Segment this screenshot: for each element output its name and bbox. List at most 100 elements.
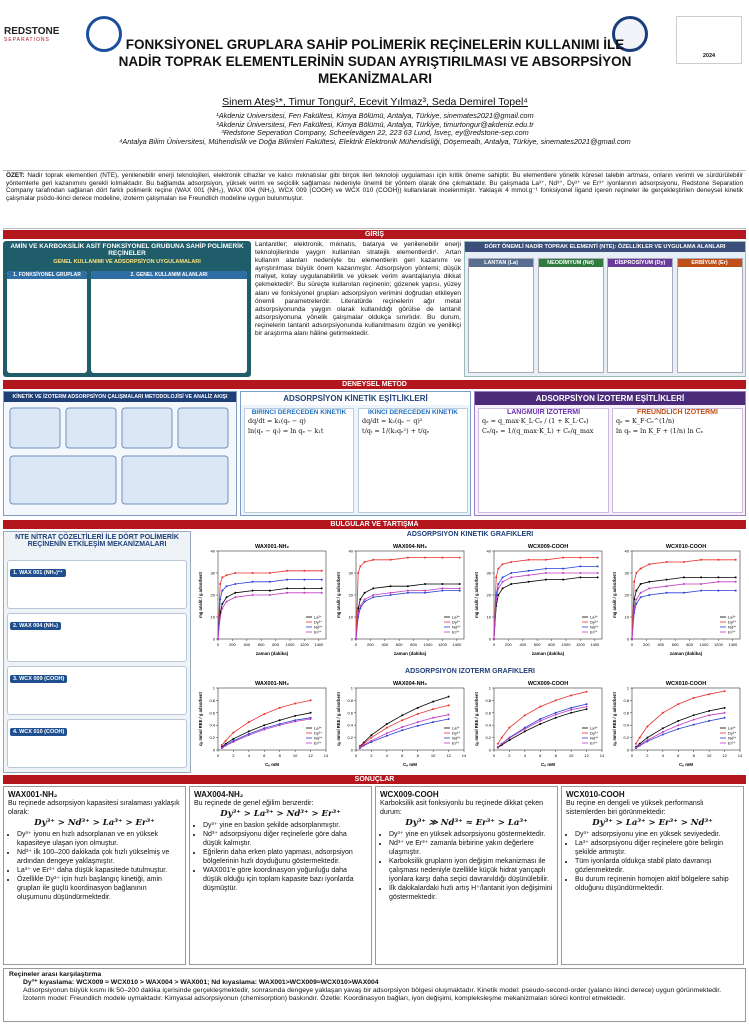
y-tick-label: 0	[489, 748, 492, 753]
section-bar: BULGULAR VE TARTIŞMA	[3, 520, 746, 529]
x-tick-label: 14	[738, 753, 743, 758]
mechanism-item: 2. WAX 004 (NH₂)	[7, 613, 187, 662]
data-point	[527, 580, 530, 583]
data-point	[585, 703, 588, 706]
data-point	[700, 576, 703, 579]
data-point	[221, 589, 224, 592]
x-tick-label: 200	[505, 642, 512, 647]
data-point	[579, 565, 582, 568]
x-tick-label: 2	[232, 753, 235, 758]
data-line	[493, 557, 598, 640]
data-point	[320, 587, 323, 590]
y-axis-label: mg analit / g adsorbent	[336, 571, 341, 617]
legend-label: Nd³⁺	[728, 736, 737, 741]
y-tick-label: 10	[211, 615, 216, 620]
x-tick-label: 0	[493, 642, 496, 647]
legend-label: La³⁺	[452, 615, 460, 620]
data-point	[441, 583, 444, 585]
conclusion-order: Dy³⁺ > La³⁺ > Er³⁺ > Nd³⁺	[592, 818, 713, 828]
x-tick-label: 10	[431, 753, 436, 758]
box-title: İKİNCİ DERECEDEN KİNETİK	[368, 409, 458, 416]
data-point	[510, 561, 513, 563]
data-point	[406, 591, 409, 594]
y-axis-label: mg analit / g adsorbent	[612, 571, 617, 617]
data-point	[646, 736, 649, 739]
conclusion-bullet: WAX001'e göre koordinasyon yoğunluğu dah…	[203, 866, 367, 893]
data-point	[447, 713, 450, 716]
data-point	[700, 583, 703, 585]
data-point	[221, 607, 224, 610]
data-point	[648, 594, 651, 596]
legend-label: Dy³⁺	[728, 731, 736, 736]
comparison-text: Adsorpsiyonun büyük kısmı ilk 50–200 dak…	[23, 987, 722, 1002]
data-line	[221, 712, 311, 748]
data-point	[268, 580, 271, 583]
y-tick-label: 0.2	[485, 735, 491, 740]
data-point	[585, 690, 588, 693]
data-point	[432, 700, 435, 703]
data-point	[432, 716, 435, 719]
x-tick-label: 0	[217, 753, 220, 758]
data-point	[416, 724, 419, 727]
y-tick-label: 0.4	[485, 723, 491, 728]
kinetic-equations: ADSORPSİYON KİNETİK EŞİTLİKLERİ BİRİNCİ …	[240, 391, 471, 516]
data-point	[723, 716, 726, 719]
y-tick-label: 0	[351, 748, 354, 753]
data-line	[635, 717, 725, 749]
data-point	[303, 578, 306, 581]
data-point	[579, 556, 582, 559]
data-point	[263, 724, 266, 727]
data-point	[646, 739, 649, 742]
conclusion-box: WAX004-NH₂ Bu reçinede de genel eğilim be…	[189, 786, 372, 965]
y-tick-label: 30	[625, 571, 630, 576]
y-tick-label: 0.2	[623, 735, 629, 740]
data-point	[247, 734, 250, 737]
data-point	[497, 587, 500, 590]
data-point	[523, 730, 526, 733]
data-point	[677, 719, 680, 722]
data-point	[665, 591, 668, 594]
figure-panel: 1. FONKSİYONEL GRUPLAR	[7, 271, 87, 373]
y-tick-label: 30	[211, 571, 216, 576]
data-point	[372, 594, 375, 596]
data-point	[635, 572, 638, 574]
data-point	[508, 726, 511, 729]
data-point	[232, 731, 235, 734]
abstract-text: Nadir toprak elementleri (NTE), yenilene…	[6, 172, 743, 202]
data-point	[510, 572, 513, 574]
data-point	[385, 732, 388, 735]
data-point	[633, 607, 636, 610]
element-card: ERBİYUM (Er)	[676, 258, 743, 373]
element-card: LANTAN (La)	[468, 258, 534, 373]
y-tick-label: 1	[627, 686, 630, 691]
data-point	[294, 714, 297, 717]
data-point	[639, 583, 642, 585]
data-point	[496, 745, 499, 748]
x-tick-label: 0	[355, 642, 358, 647]
conclusion-bullet: Nd³⁺ ve Er³⁺ zamanla birbirine yakın değ…	[389, 839, 553, 857]
logo-university	[86, 16, 122, 52]
data-point	[251, 594, 254, 596]
x-tick-label: 0	[631, 753, 634, 758]
data-point	[370, 739, 373, 742]
comparison: Reçineler arası karşılaştırma Dy³⁺ kıyas…	[3, 968, 746, 1022]
data-point	[385, 722, 388, 725]
data-point	[263, 728, 266, 731]
poster-title: FONKSİYONEL GRUPLARA SAHİP POLİMERİK REÇ…	[118, 37, 632, 86]
x-tick-label: 800	[548, 642, 555, 647]
conclusion-intro: Bu reçinede de genel eğilim benzerdir:	[194, 800, 314, 807]
chart-title: WCX010-COOH	[666, 544, 706, 550]
data-point	[544, 558, 547, 561]
data-point	[385, 734, 388, 737]
data-point	[220, 747, 223, 750]
plot-frame	[493, 687, 603, 751]
data-point	[225, 600, 228, 603]
data-line	[221, 718, 311, 749]
data-line	[221, 700, 311, 746]
box-title: FREUNDLICH İZOTERMİ	[637, 409, 718, 416]
y-tick-label: 1	[351, 686, 354, 691]
x-tick-label: 2	[646, 753, 649, 758]
data-point	[677, 724, 680, 727]
